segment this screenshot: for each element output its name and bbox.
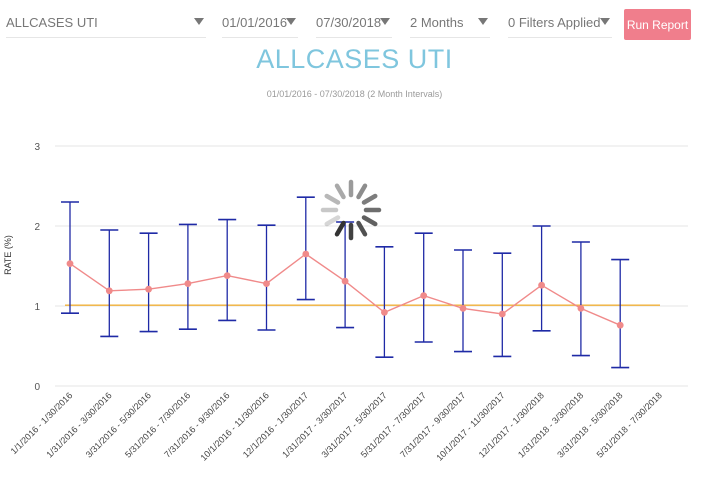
y-tick-label: 2 [34,222,40,233]
x-tick-label: 3/31/2016 - 5/30/2016 [84,390,153,459]
chevron-down-icon[interactable] [286,18,296,25]
y-tick-label: 3 [34,142,40,153]
data-point [223,272,231,279]
spinner-segment [356,220,368,237]
data-point [577,305,585,312]
data-point [145,285,153,293]
case-select-value: ALLCASES UTI [6,15,98,30]
interval-value: 2 Months [410,15,464,30]
x-tick-label: 7/31/2017 - 9/30/2017 [398,390,467,459]
data-point [105,287,113,295]
chart-grid [55,145,688,387]
page-subtitle: 01/01/2016 - 07/30/2018 (2 Month Interva… [266,89,443,99]
rate-series [66,250,624,329]
spinner-segment [334,220,346,237]
run-report-button[interactable]: Run Report [624,9,691,40]
data-point [459,305,467,312]
chevron-down-icon[interactable] [194,18,204,25]
end-date-value: 07/30/2018 [316,15,382,30]
data-point [184,280,192,287]
x-tick-label: 5/31/2017 - 7/30/2017 [359,390,428,459]
loading-spinner-icon [320,179,382,241]
spinner-segment [361,193,378,205]
start-date-value: 01/01/2016 [222,15,288,30]
spinner-segment [334,183,346,200]
y-axis: 0 1 2 3 [34,142,40,393]
data-point [498,310,506,318]
chevron-down-icon[interactable] [478,18,488,25]
x-tick-label: 10/1/2017 - 11/30/2017 [434,390,506,462]
x-tick-label: 3/31/2018 - 5/30/2018 [555,390,624,459]
filters-select[interactable]: 0 Filters Applied [508,8,612,38]
y-tick-label: 0 [34,382,40,393]
spinner-segment [356,183,368,200]
chevron-down-icon[interactable] [600,18,610,25]
x-tick-label: 5/31/2016 - 7/30/2016 [123,390,192,459]
data-point [616,321,624,329]
x-tick-label: 1/31/2016 - 3/30/2016 [44,390,113,459]
data-point [302,250,310,258]
filters-value: 0 Filters Applied [508,15,601,30]
y-axis-label: RATE (%) [3,235,13,275]
page-title: ALLCASES UTI [256,44,453,74]
end-date-select[interactable]: 07/30/2018 [316,8,392,38]
data-point [420,292,428,299]
y-tick-label: 1 [34,302,40,313]
chevron-down-icon[interactable] [380,18,390,25]
x-tick-label: 12/1/2016 - 1/30/2017 [241,390,310,459]
x-tick-label: 10/1/2016 - 11/30/2016 [198,390,270,462]
x-tick-label: 12/1/2017 - 1/30/2018 [477,390,546,459]
x-tick-label: 3/31/2017 - 5/30/2017 [319,390,388,459]
data-point [341,277,349,285]
start-date-select[interactable]: 01/01/2016 [222,8,298,38]
case-select[interactable]: ALLCASES UTI [6,8,206,38]
x-tick-label: 1/31/2018 - 3/30/2018 [516,390,585,459]
data-point [66,260,74,267]
data-point [381,309,388,316]
x-tick-label: 5/31/2018 - 7/30/2018 [595,390,664,459]
spinner-segment [324,215,341,227]
spinner-segment [361,215,378,227]
spinner-segment [324,193,341,205]
interval-select[interactable]: 2 Months [410,8,490,38]
data-point [538,281,545,289]
error-bars [61,196,630,369]
data-point [263,280,270,287]
x-tick-label: 1/31/2017 - 3/30/2017 [280,390,349,459]
x-tick-label: 7/31/2016 - 9/30/2016 [162,390,231,459]
